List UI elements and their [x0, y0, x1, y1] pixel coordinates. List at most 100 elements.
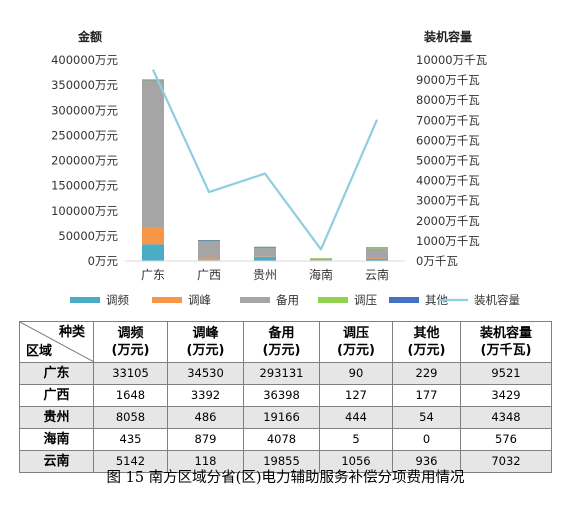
table-cell: 177: [392, 384, 461, 407]
region-cell: 广西: [19, 384, 94, 407]
left-tick-label: 50000万元: [58, 229, 118, 243]
right-tick-label: 1000万千瓦: [416, 234, 480, 248]
category-label: 广东: [141, 268, 165, 282]
table-cell: 90: [319, 362, 393, 385]
right-tick-label: 4000万千瓦: [416, 174, 480, 188]
legend-swatch: [389, 297, 419, 303]
category-label: 广西: [197, 268, 221, 282]
legend-label: 调压: [354, 293, 377, 307]
right-tick-label: 3000万千瓦: [416, 194, 480, 208]
category-labels: 广东 广西 贵州 海南 云南: [141, 267, 389, 282]
header-name: 调压: [342, 326, 369, 341]
legend-swatch: [318, 297, 348, 303]
right-tick-label: 0万千瓦: [416, 254, 458, 268]
region-cell: 贵州: [19, 406, 94, 429]
stacked-bars: [142, 79, 388, 262]
header-unit: (万元): [262, 343, 301, 358]
bar-segment: [254, 256, 276, 258]
legend-label: 调频: [106, 293, 129, 307]
table-cell: 7032: [460, 450, 552, 473]
bar-segment: [142, 244, 164, 261]
table-cell: 1056: [319, 450, 393, 473]
right-tick-label: 7000万千瓦: [416, 113, 480, 127]
table-row: 云南 5142 118 19855 1056 936 7032: [19, 450, 552, 473]
header-unit: (万元): [407, 343, 446, 358]
category-label: 云南: [365, 267, 389, 282]
header-unit: (万千瓦): [480, 343, 532, 358]
region-cell: 广东: [19, 362, 94, 385]
legend-label: 装机容量: [474, 293, 520, 307]
left-axis-title: 金额: [77, 29, 102, 44]
legend-label: 其他: [425, 293, 448, 307]
legend-label: 调峰: [188, 293, 211, 307]
capacity-line-layer: [151, 69, 379, 251]
table-row: 贵州 8058 486 19166 444 54 4348: [19, 406, 552, 429]
right-tick-label: 6000万千瓦: [416, 133, 480, 147]
bar-segment: [198, 258, 220, 261]
bar-segment: [366, 258, 388, 261]
corner-bottom-label: 区域: [26, 344, 53, 359]
header-name: 备用: [268, 326, 295, 341]
table-cell: 9521: [460, 362, 552, 385]
figure-caption: 图 15 南方区域分省(区)电力辅助服务补偿分项费用情况: [106, 470, 465, 486]
table-cell: 34530: [167, 362, 244, 385]
header-unit: (万元): [111, 343, 150, 358]
table-row: 广西 1648 3392 36398 127 177 3429: [19, 384, 552, 407]
table-row: 海南 435 879 4078 5 0 576: [19, 428, 552, 451]
table-row: 广东 33105 34530 293131 90 229 9521: [19, 362, 552, 385]
left-tick-label: 250000万元: [51, 128, 118, 142]
bar-segment: [310, 258, 332, 259]
bar-segment: [254, 247, 276, 257]
right-tick-label: 10000万千瓦: [416, 53, 487, 67]
right-tick-label: 5000万千瓦: [416, 154, 480, 168]
table-cell: 486: [167, 406, 244, 429]
table-header-cell: 调频 (万元): [93, 321, 168, 363]
header-name: 调峰: [192, 326, 219, 341]
table-header-row: 种类 区域 调频 (万元) 调峰 (万元) 备用 (万元) 调压 (万元) 其他 (万元)…: [19, 321, 552, 363]
table-cell: 8058: [93, 406, 168, 429]
bar-segment: [142, 79, 164, 228]
bar-segment: [366, 248, 388, 259]
left-tick-label: 350000万元: [51, 78, 118, 92]
table-cell: 19166: [243, 406, 320, 429]
table-cell: 5142: [93, 450, 168, 473]
left-axis-ticks: 0万元 50000万元 100000万元 150000万元 200000万元 250000…: [51, 53, 118, 268]
data-table: 种类 区域 调频 (万元) 调峰 (万元) 备用 (万元) 调压 (万元) 其他 (万元)…: [19, 321, 552, 473]
bar-segment: [198, 240, 220, 241]
table-header-cell: 装机容量 (万千瓦): [460, 321, 552, 363]
bar-segment: [142, 79, 164, 81]
bar-segment: [366, 247, 388, 248]
right-axis-title: 装机容量: [423, 29, 472, 44]
legend-label: 备用: [276, 293, 299, 307]
table-cell: 576: [460, 428, 552, 451]
left-tick-label: 200000万元: [51, 154, 118, 168]
legend-swatch: [152, 297, 182, 303]
legend-swatch: [70, 297, 100, 303]
table-header-cell: 调压 (万元): [319, 321, 393, 363]
table-cell: 118: [167, 450, 244, 473]
header-unit: (万元): [186, 343, 225, 358]
capacity-line: [151, 69, 379, 251]
region-cell: 海南: [19, 428, 94, 451]
header-name: 调频: [117, 326, 144, 341]
table-cell: 0: [392, 428, 461, 451]
bar-segment: [142, 227, 164, 245]
right-tick-label: 8000万千瓦: [416, 93, 480, 107]
bar-segment: [310, 258, 332, 261]
right-axis-ticks: 0万千瓦 1000万千瓦 2000万千瓦 3000万千瓦 4000万千瓦 5000万千瓦 6…: [416, 53, 487, 268]
table-header-cell: 调峰 (万元): [167, 321, 244, 363]
right-tick-label: 2000万千瓦: [416, 214, 480, 228]
table-cell: 127: [319, 384, 393, 407]
bar-segment: [366, 247, 388, 249]
left-tick-label: 100000万元: [51, 204, 118, 218]
table-cell: 879: [167, 428, 244, 451]
combo-chart: 金额 装机容量 0万元 50000万元 100000万元 150000万元 200000…: [51, 29, 520, 307]
corner-top-label: 种类: [58, 325, 85, 340]
left-tick-label: 0万元: [88, 254, 119, 268]
table-cell: 936: [392, 450, 461, 473]
table-cell: 4348: [460, 406, 552, 429]
table-cell: 1648: [93, 384, 168, 407]
table-cell: 5: [319, 428, 393, 451]
chart-legend: 调频 调峰 备用 调压 其他 装机容量: [70, 293, 520, 307]
bar-segment: [198, 240, 220, 259]
